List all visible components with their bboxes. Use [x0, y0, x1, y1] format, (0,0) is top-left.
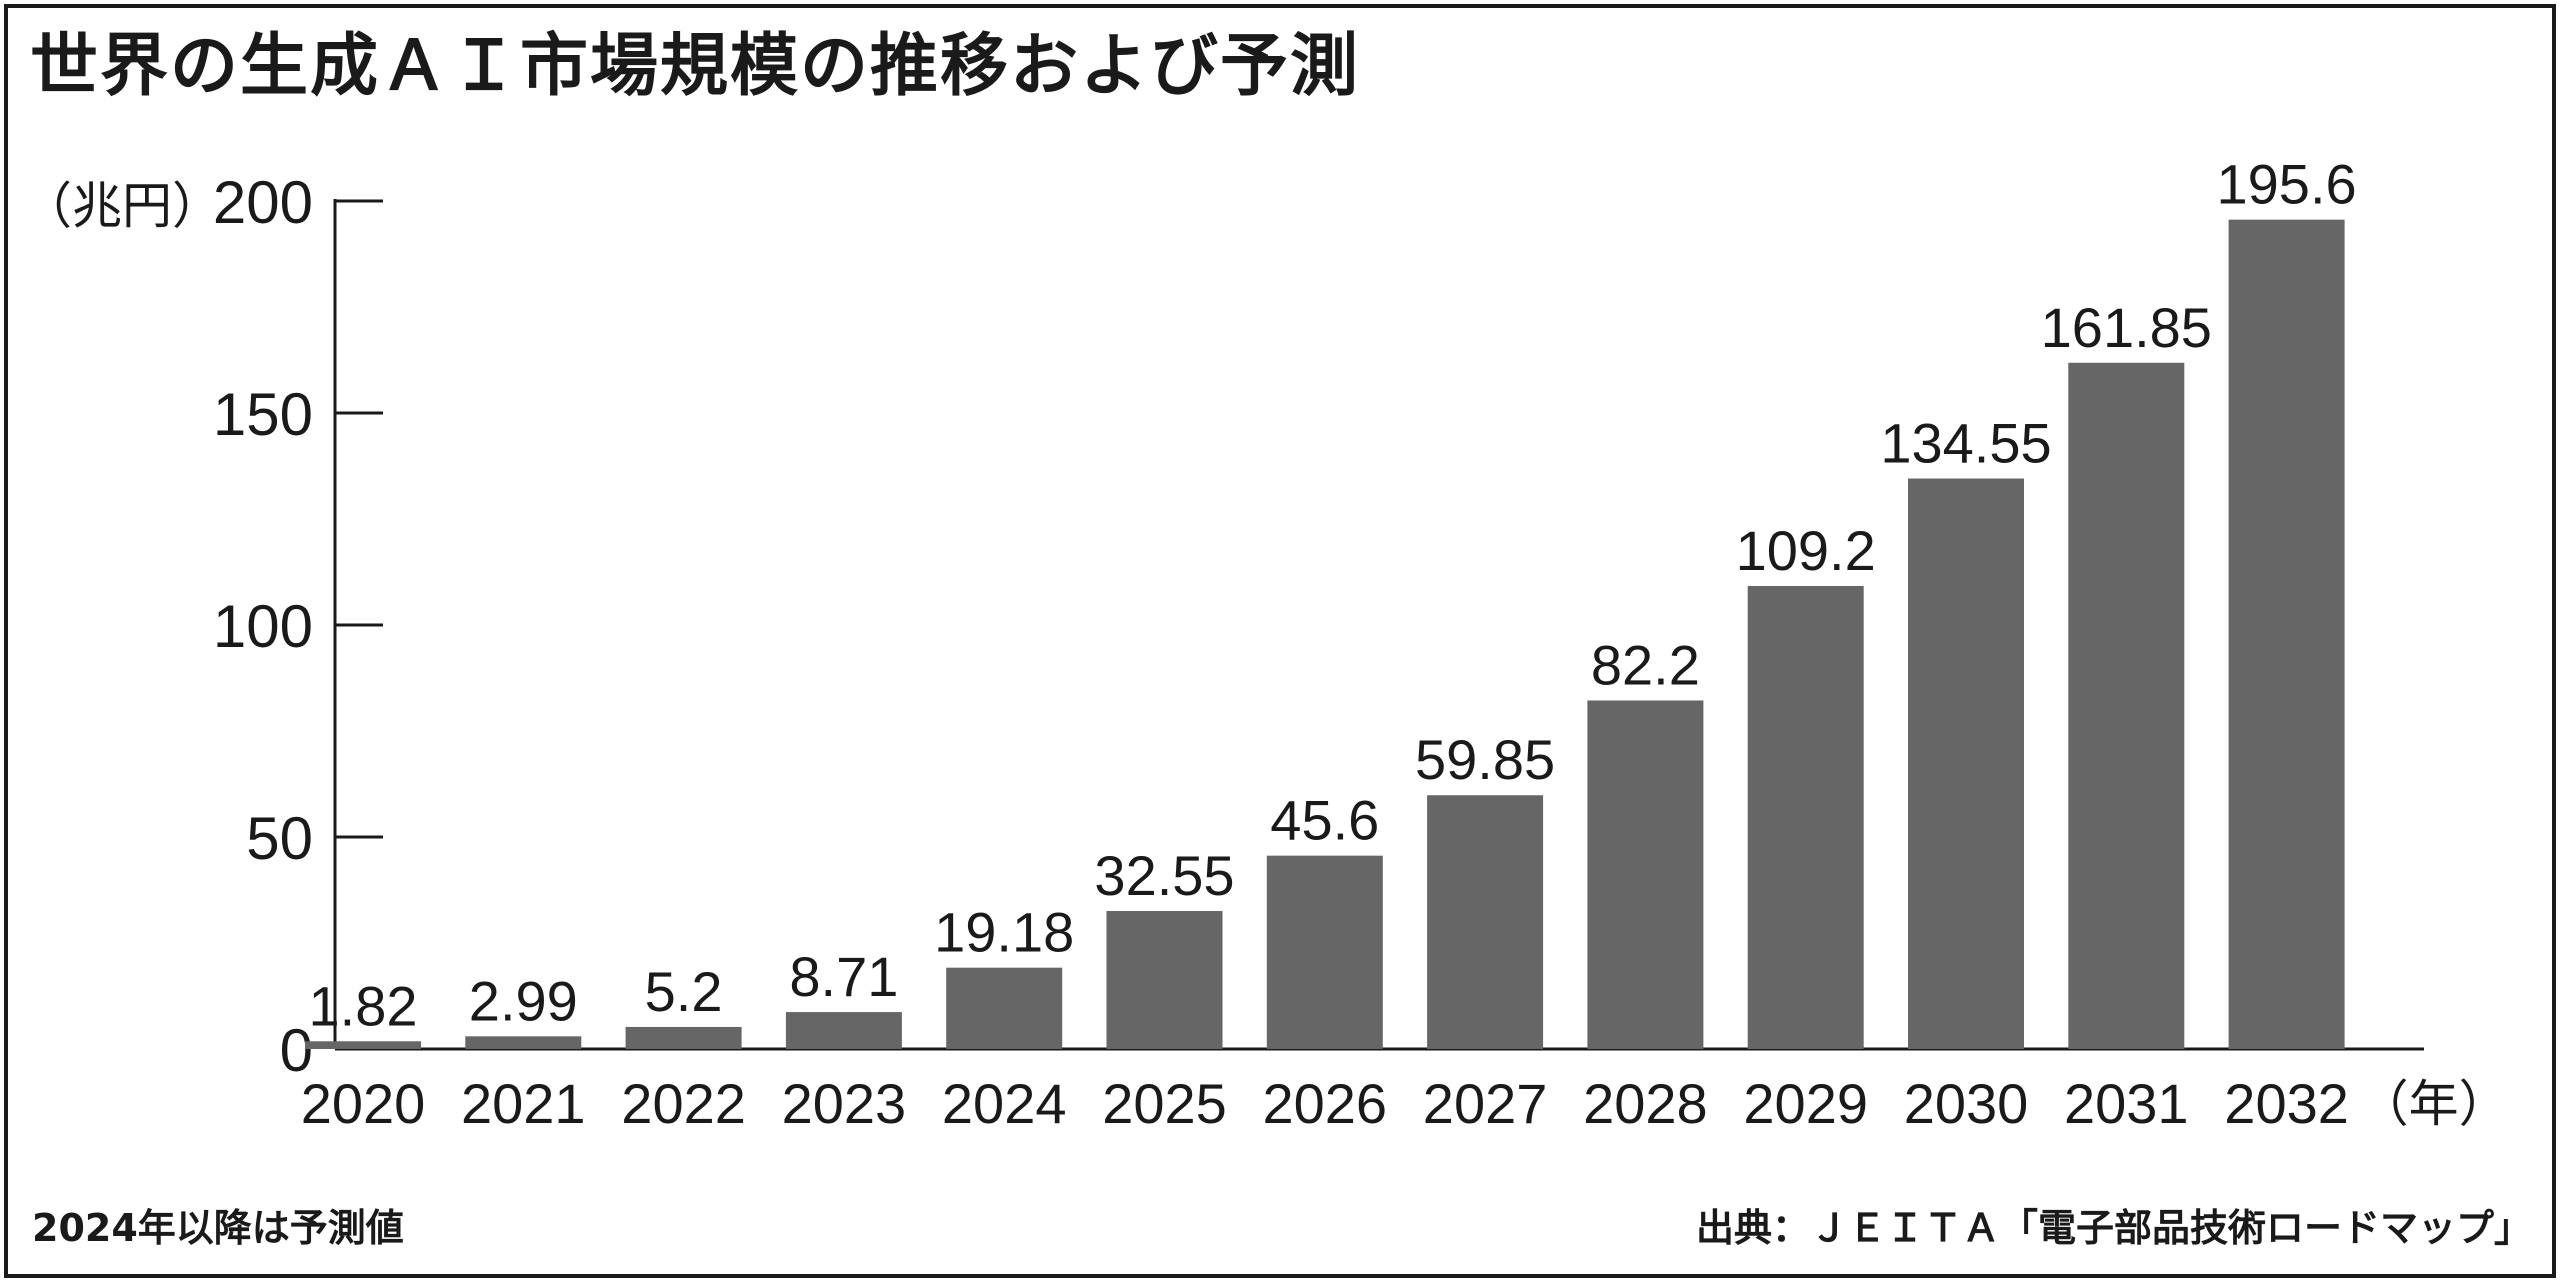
x-tick-label: 2021 [461, 1072, 586, 1135]
bar [1587, 700, 1704, 1049]
x-tick-label: 2032 [2224, 1072, 2349, 1135]
bar [785, 1012, 902, 1049]
x-tick-label: 2028 [1583, 1072, 1708, 1135]
forecast-footnote: 2024年以降は予測値 [32, 1206, 404, 1250]
x-tick-label: 2027 [1423, 1072, 1548, 1135]
bar [1747, 585, 1864, 1049]
bar [305, 1041, 421, 1049]
x-tick-label: 2031 [2064, 1072, 2189, 1135]
bar [625, 1026, 742, 1049]
bar [465, 1036, 582, 1049]
bar [2068, 362, 2185, 1050]
y-tick-label: 200 [213, 169, 313, 236]
x-tick-label: 2030 [1904, 1072, 2029, 1135]
x-tick-label: 2029 [1743, 1072, 1868, 1135]
bar-value-label: 5.2 [645, 960, 723, 1023]
bar [1106, 910, 1223, 1049]
source-note: 出典：ＪＥＩＴＡ「電子部品技術ロードマップ」 [1695, 1206, 2532, 1250]
y-tick-label: 150 [213, 381, 313, 448]
bar-value-label: 32.55 [1094, 844, 1234, 907]
x-tick-label: 2020 [301, 1072, 426, 1135]
bar [2228, 219, 2345, 1049]
bar-value-label: 59.85 [1415, 728, 1555, 791]
bar-value-label: 19.18 [934, 901, 1074, 964]
bar-value-label: 134.55 [1880, 412, 2051, 475]
x-tick-label: 2024 [942, 1072, 1067, 1135]
bar-value-label: 8.71 [789, 945, 898, 1008]
x-tick-label: 2026 [1263, 1072, 1388, 1135]
bar-value-label: 1.82 [309, 974, 418, 1037]
y-tick-label: 0 [280, 1017, 313, 1084]
y-axis-unit: （兆円） [22, 177, 222, 235]
bar [1266, 855, 1383, 1049]
bar-value-label: 161.85 [2041, 296, 2212, 359]
chart-title: 世界の生成ＡＩ市場規模の推移および予測 [30, 27, 1361, 106]
bar-value-label: 109.2 [1736, 519, 1876, 582]
y-tick-label: 100 [213, 593, 313, 660]
chart-frame: 世界の生成ＡＩ市場規模の推移および予測 0 50 100 150 200 （兆円） 1.82… [4, 4, 2556, 1278]
bar-chart: 0 50 100 150 200（兆円） 1.82 2020 2.99 2021 5.2 2022 8… [22, 153, 2509, 1135]
bar-value-label: 82.2 [1591, 633, 1700, 696]
bar [1908, 478, 2024, 1049]
bar-value-label: 2.99 [469, 969, 578, 1032]
bar-value-label: 45.6 [1270, 789, 1379, 852]
x-tick-label: 2023 [782, 1072, 907, 1135]
x-axis-unit: （年） [2359, 1075, 2509, 1133]
bar [946, 967, 1063, 1049]
x-tick-label: 2025 [1102, 1072, 1227, 1135]
x-tick-label: 2022 [621, 1072, 746, 1135]
bar-value-label: 195.6 [2217, 153, 2357, 216]
bar [1427, 795, 1544, 1049]
y-tick-label: 50 [246, 805, 313, 872]
